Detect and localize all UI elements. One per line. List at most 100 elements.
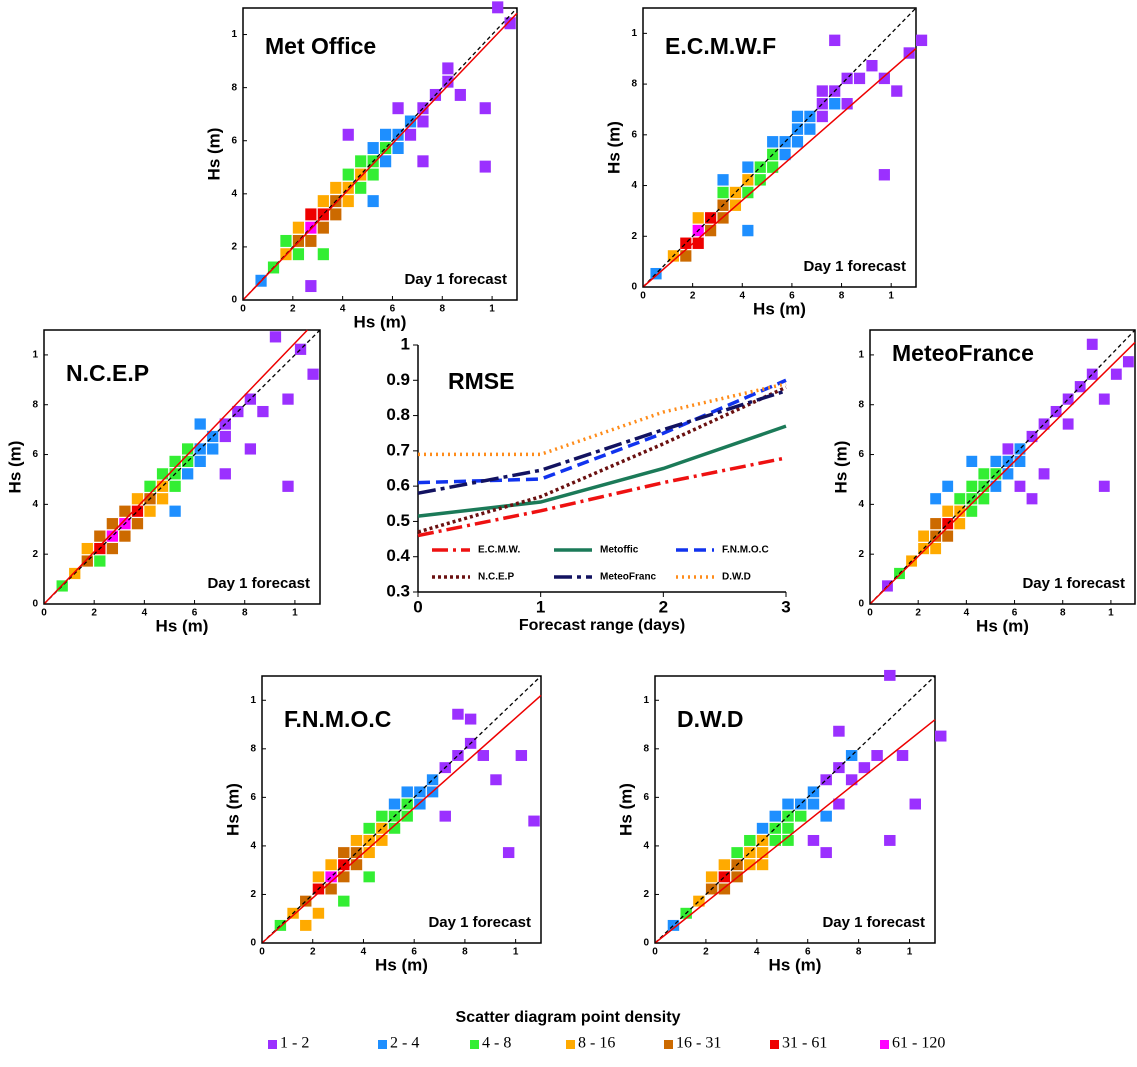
density-cell (990, 480, 1002, 492)
y-tick-label: 1 (231, 29, 237, 40)
x-axis-label: Forecast range (days) (519, 617, 685, 634)
density-cell (680, 250, 692, 262)
density-cell (479, 160, 491, 173)
density-cell (729, 199, 742, 211)
y-tick-label: 1 (32, 350, 38, 361)
density-cell (990, 468, 1002, 480)
series-line (417, 385, 787, 534)
density-cell (858, 762, 871, 774)
density-cell (282, 393, 294, 405)
density-cell (342, 128, 354, 141)
x-tick-label: 2 (310, 947, 316, 958)
density-cell (731, 847, 743, 859)
density-cell (717, 174, 729, 186)
density-cell (380, 155, 392, 168)
density-cell (338, 895, 350, 907)
density-cell (1122, 356, 1134, 368)
density-cell (693, 895, 705, 907)
density-cell (144, 480, 156, 492)
density-cell (807, 834, 820, 846)
annotation: Day 1 forecast (803, 258, 906, 275)
y-axis-label: Hs (m) (5, 441, 24, 494)
density-cell (194, 455, 206, 467)
density-cell (350, 847, 363, 859)
x-axis-label: Hs (m) (976, 616, 1029, 635)
density-cell (833, 725, 845, 737)
density-cell (367, 168, 379, 181)
density-cell (769, 822, 781, 834)
density-cell (954, 518, 966, 530)
density-cell (292, 248, 305, 261)
density-cell (829, 98, 841, 110)
density-cell (767, 136, 779, 148)
density-cell (807, 798, 820, 810)
y-tick-label: 0 (250, 938, 256, 949)
y-tick-label: 8 (250, 743, 256, 754)
density-cell (909, 798, 921, 810)
density-cell (1026, 493, 1038, 505)
density-legend-label: 16 - 31 (676, 1035, 721, 1052)
density-cell (742, 224, 754, 237)
y-tick-label: 0 (231, 295, 237, 306)
density-cell (307, 368, 319, 380)
density-cell (156, 493, 169, 505)
density-cell (182, 468, 194, 480)
density-cell (330, 181, 342, 194)
density-cell (207, 443, 219, 455)
density-cell (930, 542, 942, 555)
series-line (417, 378, 787, 485)
density-cell (342, 195, 354, 208)
density-cell (367, 195, 379, 208)
x-tick-label: 1 (1108, 608, 1114, 619)
density-cell (878, 72, 890, 85)
x-tick-label: 6 (390, 304, 396, 315)
legend-label: F.N.M.O.C (722, 545, 769, 556)
density-cell (317, 248, 329, 261)
density-cell (452, 750, 464, 761)
x-tick-label: 1 (536, 597, 545, 616)
y-tick-label: 8 (631, 79, 637, 90)
density-cell (376, 810, 388, 822)
density-cell (841, 72, 853, 85)
density-cell (816, 98, 828, 110)
density-legend-label: 61 - 120 (892, 1035, 945, 1052)
density-cell (169, 455, 181, 467)
density-cell (845, 774, 858, 786)
density-cell (742, 161, 754, 173)
density-cell (717, 186, 729, 199)
density-cell (355, 181, 367, 194)
density-cell (380, 142, 392, 154)
y-tick-label: 1 (401, 334, 410, 353)
density-cell (833, 798, 845, 810)
panel-title: MeteoFrance (892, 340, 1034, 366)
density-cell (930, 518, 942, 530)
density-cell (452, 708, 464, 720)
density-cell (219, 468, 231, 480)
density-cell (845, 750, 858, 761)
density-cell (312, 871, 325, 883)
y-tick-label: 2 (250, 889, 256, 900)
density-cell (367, 142, 379, 154)
density-cell (891, 85, 903, 97)
x-tick-label: 2 (91, 608, 97, 619)
density-legend-label: 31 - 61 (782, 1035, 827, 1052)
x-tick-label: 6 (411, 947, 417, 958)
density-cell (417, 155, 429, 168)
density-cell (1062, 393, 1074, 405)
density-cell (942, 505, 954, 517)
density-legend-label: 2 - 4 (390, 1035, 419, 1052)
annotation: Day 1 forecast (404, 271, 507, 288)
density-cell (935, 730, 947, 742)
density-cell (718, 859, 731, 871)
y-tick-label: 0 (631, 282, 637, 293)
y-tick-label: 2 (631, 231, 637, 242)
fit-line (642, 48, 917, 288)
panel-title: Met Office (265, 33, 376, 59)
density-cell (305, 208, 317, 221)
density-cell (274, 919, 287, 931)
density-cell (417, 115, 429, 128)
density-cell (464, 713, 477, 725)
density-cell (169, 480, 181, 492)
